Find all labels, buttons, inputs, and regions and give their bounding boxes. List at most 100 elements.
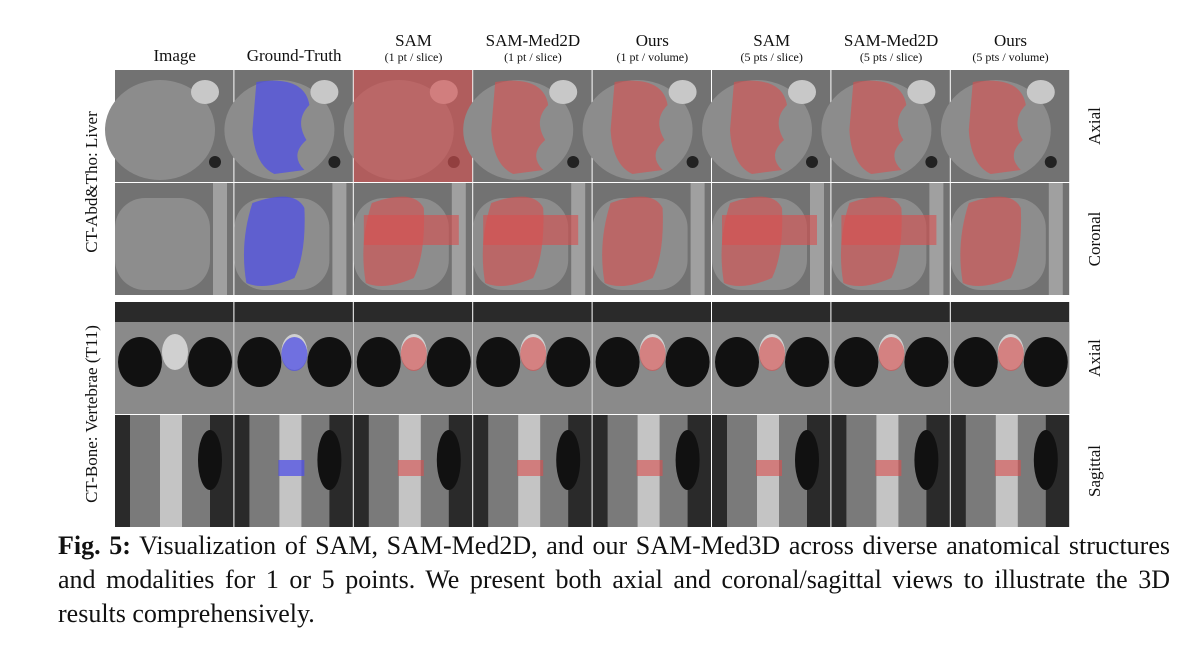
vessel [310,80,339,104]
segmentation-overlay [968,80,1026,174]
view-label: Axial [1085,107,1104,145]
view-label: Coronal [1085,211,1104,266]
lung [914,430,939,490]
segmentation-overlay [878,337,905,371]
image-panel [712,183,831,295]
segmentation-overlay [281,337,308,371]
segmentation-overlay [610,80,668,174]
segmentation-overlay [278,460,305,476]
segmentation-overlay [243,196,305,287]
image-panel [343,70,473,182]
image-panel [105,70,234,182]
lung [595,337,640,387]
image-panel [821,70,950,182]
image-panel [592,183,711,295]
vessel [668,80,697,104]
segmentation-overlay [636,460,663,476]
image-panel [115,183,234,295]
segmentation-overlay [491,80,549,174]
column-title: Image [153,46,195,65]
column-title: SAM-Med2D [486,31,580,50]
image-panel [224,70,353,182]
column-title: Ours [994,31,1027,50]
spine [160,415,182,527]
column-title: Ground-Truth [247,46,342,65]
column-title: Ours [636,31,669,50]
image-panel [831,302,950,414]
segmentation-artifact [841,215,937,245]
lung [556,430,581,490]
segmentation-overlay [994,460,1021,476]
lung [307,337,352,387]
image-panel [234,415,353,527]
lung [426,337,471,387]
lung [795,430,819,490]
organ [105,80,215,180]
image-panel [831,183,950,295]
segmentation-artifact [363,215,459,245]
lung [904,337,949,387]
lung [118,337,162,387]
image-panel [353,183,473,295]
view-label: Axial [1085,339,1104,377]
image-panel [353,302,473,414]
figure: Image Ground-Truth SAM (1 pt / slice)SAM-Me… [82,31,1104,527]
segmentation-overlay [759,337,785,371]
lung [715,337,759,387]
spine [213,183,227,295]
image-panel [473,415,592,527]
lung [317,430,342,490]
lung [436,430,461,490]
segmentation-overlay [353,70,473,182]
column-subtitle: (5 pts / slice) [860,50,922,64]
lung [188,337,232,387]
organ [115,198,210,290]
spot [567,156,580,168]
image-panel [712,302,831,414]
image-panel [592,415,711,527]
spot [209,156,221,168]
image-panel [234,302,353,414]
image-panel [831,415,950,527]
lung [476,337,521,387]
segmentation-overlay [517,460,544,476]
column-subtitle: (1 pt / slice) [504,50,562,64]
lung [356,337,401,387]
lung [665,337,710,387]
spine [332,183,347,295]
segmentation-overlay [400,337,427,371]
spot [925,156,938,168]
segmentation-overlay [849,80,907,174]
lung [1023,337,1068,387]
lung [834,337,879,387]
vessel [788,80,816,104]
segmentation-overlay [960,196,1022,287]
caption-text: Visualization of SAM, SAM-Med2D, and our… [58,531,1170,628]
group-label: CT-Bone: Vertebrae (T11) [82,325,101,503]
image-panel [115,302,234,414]
column-subtitle: (1 pt / volume) [616,50,688,64]
vessel [907,80,936,104]
image-panel [950,415,1070,527]
image-panel [582,70,711,182]
image-panel [115,415,234,527]
lung [198,430,222,490]
segmentation-overlay [397,460,424,476]
vessel [1026,80,1055,104]
column-subtitle: (5 pts / slice) [741,50,803,64]
vessel [191,80,219,104]
segmentation-artifact [722,215,817,245]
image-panel [353,415,473,527]
lung [237,337,282,387]
spot [686,156,699,168]
lung [785,337,829,387]
segmentation-overlay [639,337,666,371]
vertebra [162,334,188,370]
image-panel [473,302,592,414]
lung [675,430,700,490]
segmentation-overlay [997,337,1024,371]
image-panel [712,415,831,527]
column-title: SAM [753,31,790,50]
column-title: SAM [395,31,432,50]
image-panel [950,183,1070,295]
